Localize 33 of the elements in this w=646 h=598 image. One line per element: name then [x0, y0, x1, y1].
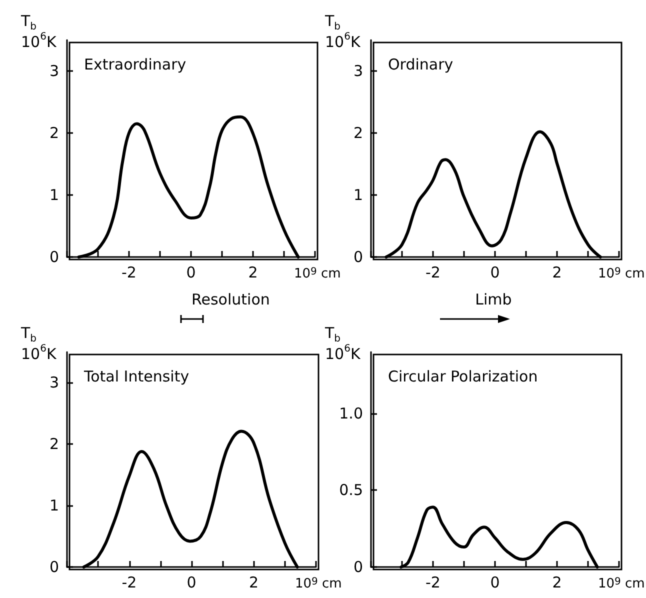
x-tick-label: 0 — [186, 574, 196, 592]
y-tick-label: 0 — [49, 558, 59, 576]
text: Resolution — [192, 290, 270, 308]
y-tick-label: 2 — [49, 124, 59, 142]
y-tick-label: 3 — [353, 62, 363, 80]
y-tick-label: 2 — [49, 435, 59, 454]
x-tick-label: 0 — [186, 264, 196, 282]
y-tick-label: 1.0 — [339, 404, 363, 422]
text: Extraordinary — [84, 56, 186, 74]
x-tick-label: -2 — [426, 264, 440, 282]
y-tick-label: 3 — [49, 62, 59, 80]
text: Circular Polarization — [388, 368, 538, 386]
text: Ordinary — [388, 56, 454, 74]
y-tick-label: 1 — [49, 186, 59, 204]
x-tick-label: 2 — [248, 574, 259, 592]
text: Total Intensity — [83, 368, 190, 386]
x-tick-label: 0 — [490, 264, 500, 282]
x-tick-label: -2 — [122, 574, 137, 592]
y-tick-label: 2 — [353, 124, 363, 142]
y-tick-label: 0 — [49, 248, 59, 266]
x-tick-label: 2 — [552, 574, 562, 592]
text: Limb — [475, 290, 512, 308]
y-tick-label: 0.5 — [339, 481, 363, 500]
x-tick-label: 2 — [248, 264, 258, 282]
x-tick-label: -2 — [426, 574, 440, 592]
x-tick-label: 0 — [490, 574, 500, 592]
y-tick-label: 0 — [353, 558, 363, 576]
y-tick-label: 0 — [353, 248, 363, 266]
y-tick-label: 1 — [353, 186, 363, 204]
y-tick-label: 3 — [49, 374, 59, 392]
x-tick-label: -2 — [122, 264, 136, 282]
y-tick-label: 1 — [49, 496, 59, 515]
x-tick-label: 2 — [552, 264, 562, 282]
